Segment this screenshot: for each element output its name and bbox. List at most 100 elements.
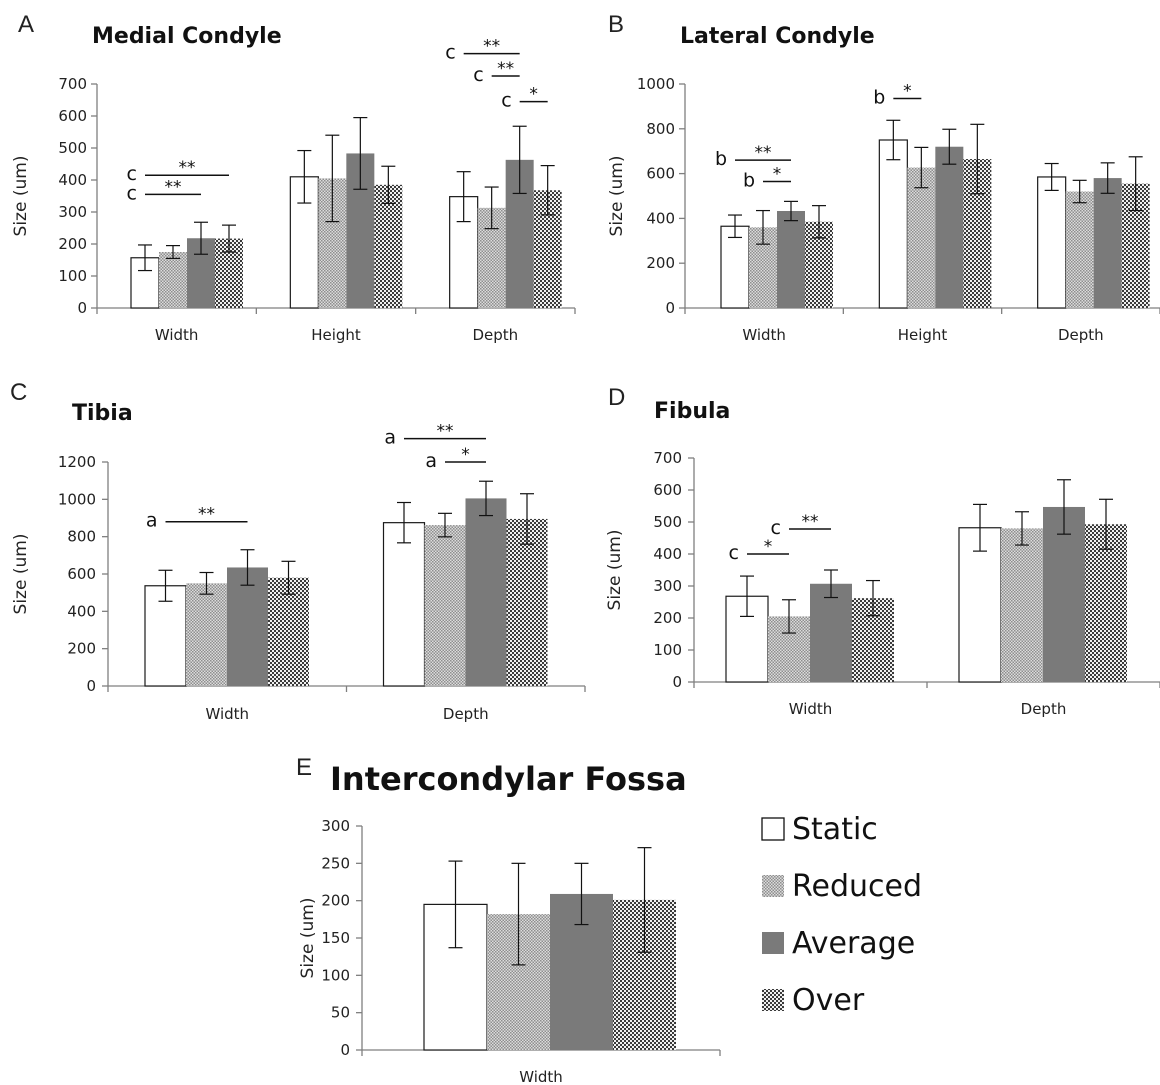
error-bar: [756, 209, 770, 245]
bar-average-width: [227, 567, 268, 686]
panel-letter: B: [608, 11, 624, 38]
significance-marker: ** a: [146, 505, 248, 532]
y-tick-label: 700: [58, 75, 87, 93]
x-tick-label: Width: [155, 326, 199, 344]
significance-marker: ** c: [127, 177, 201, 204]
y-tick-label: 50: [331, 1004, 350, 1022]
legend-entry-static: Static: [761, 812, 878, 847]
error-bar: [812, 205, 826, 239]
legend-label: Over: [792, 983, 865, 1018]
y-tick-label: 100: [58, 267, 87, 285]
bar-over-depth: [506, 518, 548, 686]
significance-stars: **: [179, 158, 196, 178]
bar-static-width: [144, 585, 187, 687]
error-bar: [784, 200, 798, 222]
significance-letter: a: [384, 427, 396, 449]
significance-stars: **: [437, 422, 454, 442]
y-tick-label: 600: [646, 165, 675, 183]
bar-reduced-width: [159, 252, 187, 308]
error-bar: [1015, 511, 1029, 546]
significance-letter: c: [127, 163, 137, 185]
error-bar: [138, 244, 152, 272]
error-bar: [574, 862, 589, 926]
panel-title: Fibula: [654, 399, 730, 424]
significance-letter: a: [425, 450, 437, 472]
y-tick-label: 100: [653, 641, 682, 659]
y-tick-label: 0: [77, 299, 87, 317]
significance-letter: b: [873, 87, 885, 109]
y-tick-label: 500: [653, 513, 682, 531]
significance-stars: *: [773, 164, 782, 184]
error-bar: [479, 480, 493, 517]
error-bar: [1044, 162, 1059, 191]
y-tick-label: 200: [653, 609, 682, 627]
error-bar: [166, 245, 180, 259]
bar-reduced-depth: [1065, 191, 1094, 308]
y-axis-label: Size (um): [607, 156, 627, 237]
error-bar: [194, 221, 208, 255]
significance-letter: b: [743, 169, 755, 191]
significance-letter: c: [501, 90, 511, 112]
error-bar: [728, 214, 742, 239]
error-bar: [942, 128, 957, 165]
y-tick-label: 200: [321, 892, 350, 910]
bar-reduced-width: [186, 583, 227, 686]
y-tick-label: 400: [646, 209, 675, 227]
y-tick-label: 250: [321, 854, 350, 872]
error-bar: [484, 186, 499, 230]
y-tick-label: 600: [67, 565, 96, 583]
chart-panel-b: B Lateral Condyle Size (um) 0 200 400 600 800 10…: [607, 11, 1160, 344]
panel-title: Tibia: [72, 401, 133, 426]
y-axis-label: Size (um): [11, 156, 31, 237]
panel-title: Intercondylar Fossa: [330, 760, 687, 798]
legend-swatch: [761, 817, 785, 841]
chart-panel-e: E Intercondylar Fossa Size (um) 0 50 100 150 20…: [296, 754, 721, 1085]
bar-over-depth: [1085, 524, 1127, 682]
panel-title: Medial Condyle: [92, 24, 282, 49]
legend-swatch: [762, 989, 784, 1011]
significance-marker: *b: [743, 164, 791, 191]
bar-over-width: [268, 577, 309, 686]
significance-marker: *c: [501, 85, 548, 112]
chart-panel-d: D Fibula Size (um) 0 100 200 300 400 500 600 700 Wi…: [605, 384, 1160, 718]
significance-stars: *: [764, 537, 773, 557]
y-tick-label: 0: [672, 673, 682, 691]
y-tick-label: 300: [58, 203, 87, 221]
significance-marker: ** b: [715, 143, 791, 170]
significance-marker: ** c: [127, 158, 229, 185]
bar-reduced-height: [907, 167, 936, 308]
error-bar: [240, 549, 255, 586]
y-tick-label: 400: [58, 171, 87, 189]
x-tick-label: Width: [742, 326, 786, 344]
significance-marker: *c: [729, 537, 789, 564]
error-bar: [1072, 179, 1087, 204]
significance-stars: **: [497, 59, 514, 79]
significance-marker: *b: [873, 82, 922, 109]
error-bar: [520, 493, 534, 545]
x-tick-label: Depth: [1058, 326, 1104, 344]
error-bar: [914, 146, 929, 189]
error-bar: [448, 860, 463, 949]
error-bar: [1057, 479, 1071, 535]
error-bar: [512, 125, 527, 195]
significance-marker: ** c: [445, 37, 520, 64]
y-tick-label: 600: [58, 107, 87, 125]
bar-static-depth: [382, 522, 426, 687]
significance-stars: **: [802, 512, 819, 532]
error-bar: [866, 579, 880, 617]
x-tick-label: Height: [898, 326, 948, 344]
y-tick-label: 0: [86, 677, 96, 695]
error-bar: [158, 569, 173, 602]
bar-static-depth: [1037, 176, 1067, 309]
significance-letter: c: [729, 542, 739, 564]
y-tick-label: 400: [67, 602, 96, 620]
panel-letter: C: [10, 379, 27, 406]
y-tick-label: 100: [321, 966, 350, 984]
x-tick-label: Width: [205, 705, 249, 723]
significance-stars: **: [198, 505, 215, 525]
significance-letter: c: [127, 182, 137, 204]
significance-stars: **: [165, 177, 182, 197]
bar-average-width: [810, 583, 852, 682]
